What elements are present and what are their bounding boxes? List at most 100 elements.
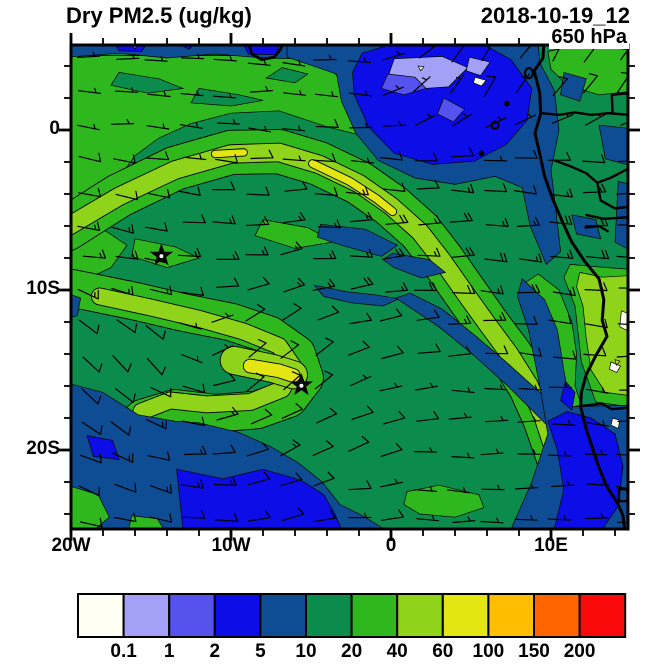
colorbar-swatch <box>168 593 216 638</box>
wind-barb <box>247 471 271 486</box>
wind-barb <box>212 344 234 356</box>
colorbar-swatch <box>213 593 262 638</box>
x-tick-label: 10E <box>534 535 568 556</box>
wind-barb <box>518 384 542 391</box>
wind-barb <box>585 513 609 520</box>
wind-barb <box>514 515 538 521</box>
wind-barb <box>145 418 167 430</box>
wind-barb <box>382 50 405 61</box>
wind-barb <box>551 480 575 488</box>
wind-barb <box>480 517 504 524</box>
wind-barb <box>449 212 473 223</box>
wind-barb <box>417 343 441 354</box>
wind-barb <box>381 509 404 521</box>
wind-barb <box>144 222 168 232</box>
wind-barb <box>450 74 465 94</box>
colorbar-tick-label: 60 <box>432 641 454 662</box>
wind-barb <box>416 179 440 190</box>
wind-barb <box>215 512 239 522</box>
colorbar-tick-label: 200 <box>563 641 596 662</box>
wind-barb <box>312 440 334 456</box>
wind-barb <box>179 322 202 330</box>
colorbar-tick-label: 150 <box>518 641 550 662</box>
axes-frame <box>59 33 640 541</box>
wind-barb <box>216 277 240 288</box>
wind-barb <box>379 382 403 392</box>
wind-barb <box>115 250 139 260</box>
wind-barb <box>451 452 475 459</box>
wind-barb <box>616 355 628 358</box>
wind-barb <box>182 214 206 224</box>
wind-barb <box>180 479 204 489</box>
coastline <box>532 45 627 529</box>
wind-barb <box>112 452 134 463</box>
wind-barb <box>481 45 492 62</box>
wind-barb <box>111 286 134 296</box>
wind-barb <box>348 340 370 356</box>
wind-barb <box>150 386 172 398</box>
wind-barb <box>79 453 102 464</box>
colorbar-swatch <box>259 593 307 638</box>
wind-barb <box>147 188 171 199</box>
wind-barb <box>213 477 237 486</box>
colorbar-swatch <box>578 593 627 638</box>
wind-barb <box>517 449 541 455</box>
wind-barb <box>583 347 607 357</box>
wind-barb <box>348 436 370 452</box>
island-large <box>523 67 535 80</box>
colorbar-tick-label: 5 <box>255 641 266 662</box>
wind-barb <box>349 122 373 129</box>
wind-barb <box>211 312 234 323</box>
colorbar-swatch <box>77 593 125 638</box>
wind-barb <box>550 249 574 259</box>
wind-barb <box>248 338 267 358</box>
wind-barb <box>350 157 374 164</box>
wind-barb <box>483 75 497 97</box>
wind-barb <box>347 57 371 64</box>
wind-barb <box>348 90 372 97</box>
wind-barb <box>514 149 538 159</box>
wind-barb <box>245 304 266 322</box>
wind-barb <box>382 85 404 97</box>
wind-barb <box>81 388 102 405</box>
wind-barb <box>282 507 305 521</box>
wind-barb <box>585 217 609 227</box>
wind-barb <box>182 509 206 519</box>
colorbar-swatch <box>487 593 535 638</box>
wind-barb <box>149 484 172 494</box>
wind-barb <box>553 350 577 360</box>
wind-barb <box>217 118 241 125</box>
wind-barb <box>182 416 205 427</box>
wind-barb <box>246 216 270 227</box>
wind-barb <box>115 87 139 93</box>
wind-barb <box>583 183 607 194</box>
colorbar-swatch <box>441 593 490 638</box>
wind-barb <box>413 282 438 292</box>
wind-barb <box>146 357 166 376</box>
wind-barb <box>619 389 628 391</box>
star-center <box>299 383 304 388</box>
wind-barb <box>517 284 541 294</box>
wind-barb <box>181 53 205 60</box>
wind-barb <box>382 182 406 192</box>
country-border <box>581 402 628 411</box>
wind-barb <box>317 305 340 321</box>
wind-barb <box>379 308 403 322</box>
wind-barb <box>82 356 103 373</box>
wind-barb <box>183 445 207 456</box>
country-border <box>610 92 628 115</box>
wind-barb <box>620 121 628 126</box>
wind-barb <box>146 151 170 161</box>
wind-barb <box>111 118 135 125</box>
wind-barb <box>617 323 628 325</box>
wind-barb <box>547 151 571 161</box>
wind-barb <box>283 89 307 96</box>
wind-barb <box>517 217 541 227</box>
wind-barb <box>183 154 207 161</box>
wind-barb <box>586 249 610 260</box>
wind-barb <box>551 112 574 124</box>
wind-barb <box>111 224 134 234</box>
colorbar-tick-label: 40 <box>386 641 408 662</box>
wind-barb <box>484 183 508 193</box>
